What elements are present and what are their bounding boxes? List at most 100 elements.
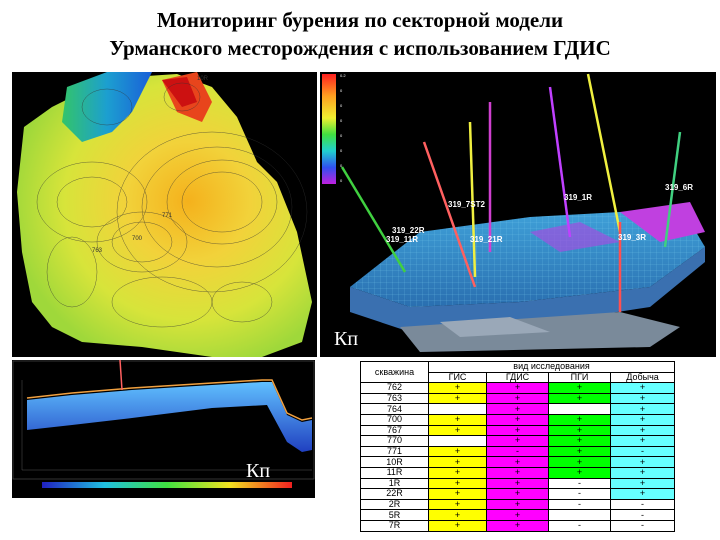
table-row: 764 + + [360, 403, 676, 415]
cross-section-panel [12, 360, 315, 498]
table-cell-value: + [428, 424, 487, 437]
svg-text:0: 0 [340, 178, 343, 183]
header-col-gis: ГИС [428, 371, 487, 384]
table-cell-value: + [609, 477, 676, 490]
table-cell-value: + [486, 435, 549, 447]
table-cell-value: + [428, 456, 487, 468]
table-cell-value: - [609, 445, 676, 458]
section-color-scale [42, 482, 292, 488]
header-col-pgi: ПГИ [548, 371, 611, 384]
table-cell-value: + [609, 456, 676, 468]
table-cell-value: + [486, 466, 549, 479]
title-line-1: Мониторинг бурения по секторной модели [156, 8, 564, 32]
svg-text:0: 0 [340, 103, 343, 108]
table-cell-value: + [548, 435, 611, 447]
table-row: 771 + - + - [360, 445, 676, 458]
table-cell-value: + [486, 382, 549, 394]
table-cell-well: 1R [360, 477, 429, 490]
header-col-gdis: ГДИС [486, 371, 549, 384]
well-label-319-22R: 319_22R [392, 226, 425, 235]
table-cell-well: 5R [360, 509, 429, 521]
table-row: 762 + + + + [360, 382, 676, 394]
header-col-production: Добыча [609, 371, 676, 384]
cross-section-image [12, 360, 315, 488]
table-cell-value: - [548, 519, 611, 532]
table-cell-value: + [609, 392, 676, 405]
kp-label-model: Кп [334, 328, 359, 350]
table-cell-value [548, 509, 611, 521]
kp-label-section: Кп [246, 460, 271, 482]
table-cell-value: + [486, 519, 549, 532]
color-scale [322, 74, 336, 184]
table-row: 770 + + + [360, 435, 676, 447]
table-cell-well: 22R [360, 488, 429, 500]
svg-text:0: 0 [340, 118, 343, 123]
table-cell-value: + [486, 403, 549, 415]
table-cell-well: 762 [360, 382, 429, 394]
table-row: 5R + + - [360, 509, 676, 521]
svg-text:0: 0 [340, 148, 343, 153]
table-cell-value: + [548, 413, 611, 426]
well-label-319-1R: 319_1R [564, 193, 592, 202]
table-cell-value: + [486, 413, 549, 426]
table-cell-value [428, 403, 487, 415]
svg-text:700: 700 [132, 236, 143, 242]
table-cell-value: + [548, 392, 611, 405]
table-cell-value: + [428, 445, 487, 458]
table-cell-value: + [486, 498, 549, 511]
contour-map-panel: 771 700 763 10R [12, 72, 317, 357]
table-row: 767 + + + + [360, 424, 676, 437]
table-cell-value: + [428, 509, 487, 521]
research-table-wrap: скважина вид исследования ГИС ГДИС ПГИ Д… [360, 360, 676, 532]
table-cell-value: + [609, 413, 676, 426]
table-cell-well: 11R [360, 466, 429, 479]
table-cell-value: - [609, 498, 676, 511]
table-cell-value: - [486, 445, 549, 458]
table-cell-well: 763 [360, 392, 429, 405]
table-cell-value: + [486, 477, 549, 490]
table-cell-value: + [609, 466, 676, 479]
table-cell-value: + [428, 477, 487, 490]
table-cell-value: + [428, 413, 487, 426]
table-cell-value: + [486, 424, 549, 437]
svg-text:763: 763 [92, 248, 103, 254]
well-label-319-21R: 319_21R [470, 235, 503, 244]
table-row: 10R + + + + [360, 456, 676, 468]
page-title: Мониторинг бурения по секторной модели У… [0, 6, 720, 62]
table-cell-value: + [428, 519, 487, 532]
table-cell-value: + [609, 403, 676, 415]
table-cell-well: 10R [360, 456, 429, 468]
table-cell-value: + [609, 488, 676, 500]
table-cell-value: + [486, 509, 549, 521]
header-well: скважина [360, 360, 429, 384]
table-row: 700 + + + + [360, 413, 676, 426]
table-cell-value: + [486, 456, 549, 468]
svg-text:0: 0 [340, 163, 343, 168]
table-cell-well: 7R [360, 519, 429, 532]
table-cell-value: - [609, 519, 676, 532]
contour-map-image: 771 700 763 10R [17, 72, 312, 357]
table-cell-value: - [548, 498, 611, 511]
table-row: 11R + + + + [360, 466, 676, 479]
table-cell-value: + [548, 382, 611, 394]
table-cell-well: 767 [360, 424, 429, 437]
table-row: 22R + + - + [360, 488, 676, 500]
svg-text:10R: 10R [197, 76, 209, 82]
table-cell-value: + [428, 488, 487, 500]
3d-model-panel: 0.2 0 0 0 0 0 0 0 319_6R 319_1R 319_7ST2 319_… [320, 72, 716, 357]
table-cell-value: + [428, 466, 487, 479]
table-cell-value: + [609, 382, 676, 394]
table-cell-value: + [548, 445, 611, 458]
table-row: 7R + + - - [360, 519, 676, 532]
well-label-319-7ST2: 319_7ST2 [448, 200, 485, 209]
well-label-319-3R: 319_3R [618, 233, 646, 242]
research-table: скважина вид исследования ГИС ГДИС ПГИ Д… [360, 360, 676, 532]
svg-text:0: 0 [340, 88, 343, 93]
svg-text:0: 0 [340, 133, 343, 138]
well-label-319-6R: 319_6R [665, 183, 693, 192]
table-cell-value: - [548, 477, 611, 490]
table-cell-well: 700 [360, 413, 429, 426]
table-cell-value: - [609, 509, 676, 521]
well-label-319-11R: 319_11R [386, 235, 418, 244]
table-cell-well: 771 [360, 445, 429, 458]
